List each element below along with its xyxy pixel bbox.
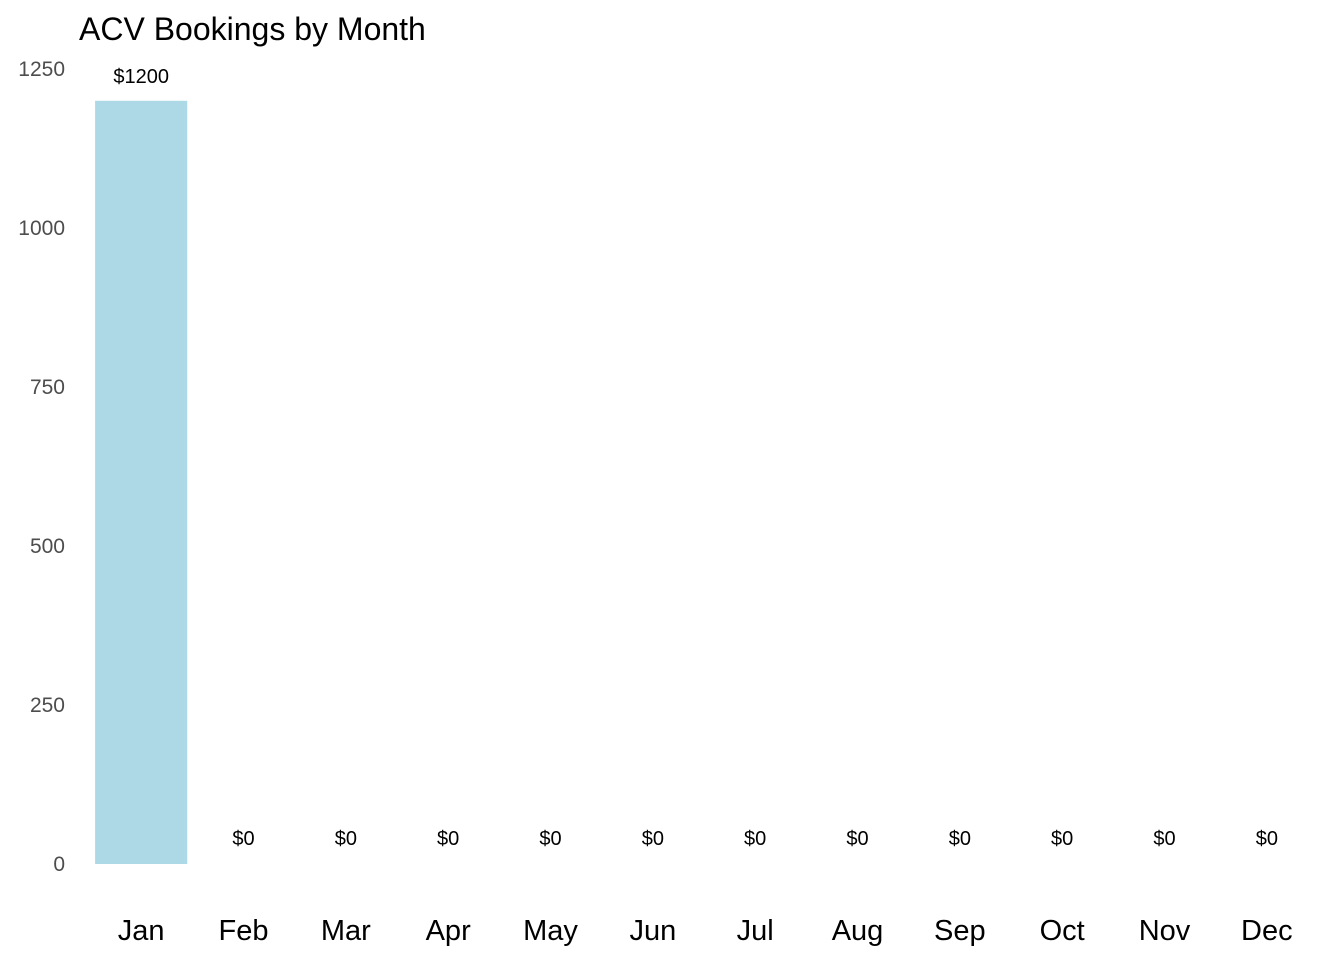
x-tick-label: Dec — [1241, 915, 1293, 947]
x-tick-label: Sep — [934, 915, 986, 947]
bars — [95, 100, 188, 865]
data-label: $0 — [1256, 828, 1278, 850]
data-labels: $1200 $0 $0 $0 $0 $0 $0 $0 $0 $0 $0 $0 — [113, 66, 1278, 850]
y-tick-label: 1250 — [18, 58, 65, 81]
x-tick-label: Mar — [321, 915, 371, 947]
x-tick-label: Aug — [832, 915, 884, 947]
data-label: $0 — [437, 828, 459, 850]
x-tick-label: Jun — [629, 915, 676, 947]
chart-title: ACV Bookings by Month — [79, 11, 426, 47]
data-label: $0 — [744, 828, 766, 850]
x-tick-label: Feb — [219, 915, 269, 947]
x-tick-label: Jan — [118, 915, 165, 947]
data-label: $1200 — [113, 66, 169, 88]
data-label: $0 — [539, 828, 561, 850]
data-label: $0 — [949, 828, 971, 850]
x-tick-label: Jul — [737, 915, 774, 947]
x-tick-label: May — [523, 915, 578, 947]
y-tick-label: 0 — [53, 853, 65, 876]
data-label: $0 — [1153, 828, 1175, 850]
data-label: $0 — [846, 828, 868, 850]
x-tick-label: Nov — [1139, 915, 1191, 947]
x-tick-label: Oct — [1040, 915, 1085, 947]
data-label: $0 — [232, 828, 254, 850]
y-tick-label: 250 — [30, 694, 65, 717]
data-label: $0 — [335, 828, 357, 850]
data-label: $0 — [1051, 828, 1073, 850]
x-tick-label: Apr — [426, 915, 471, 947]
y-tick-label: 1000 — [18, 217, 65, 240]
y-tick-label: 500 — [30, 535, 65, 558]
y-axis: 0 250 500 750 1000 1250 — [18, 58, 65, 876]
bar-jan — [95, 100, 188, 865]
data-label: $0 — [642, 828, 664, 850]
x-axis: Jan Feb Mar Apr May Jun Jul Aug Sep Oct Nov Dec — [118, 915, 1293, 947]
y-tick-label: 750 — [30, 376, 65, 399]
